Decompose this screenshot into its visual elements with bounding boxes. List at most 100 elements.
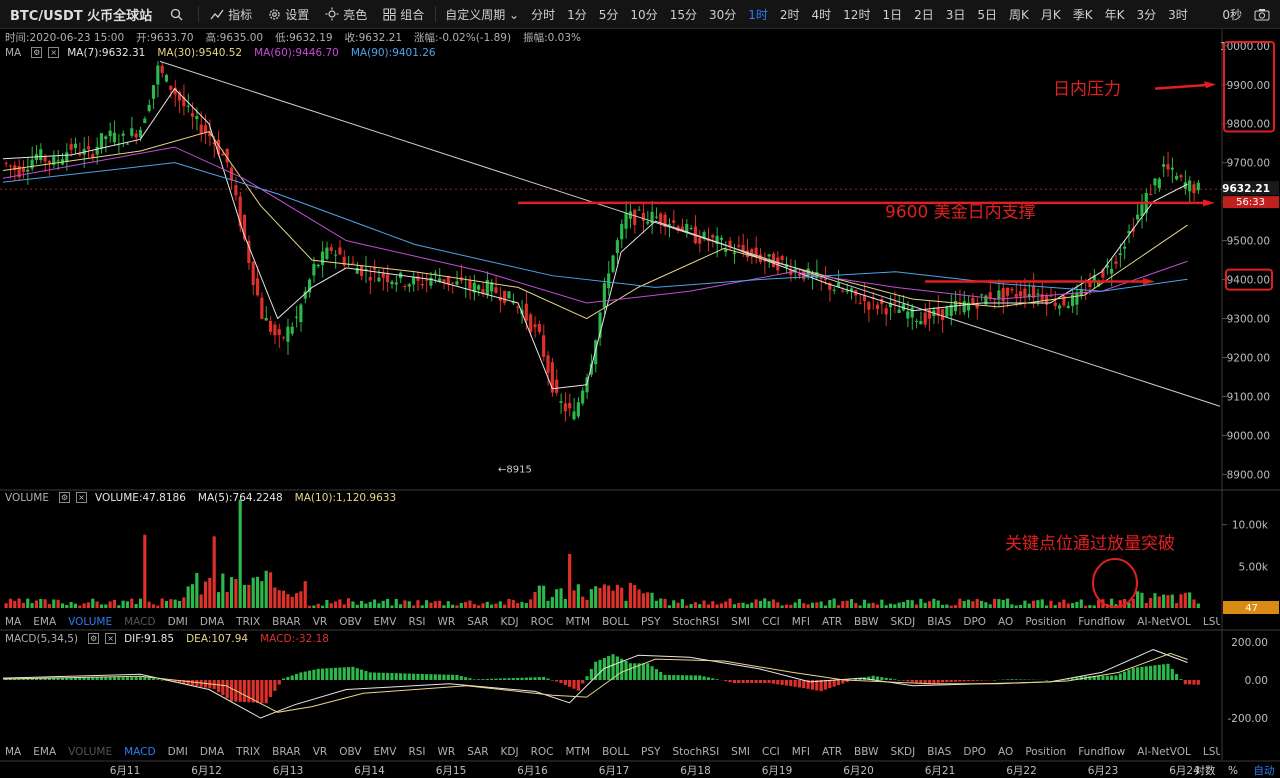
indicator2-tab-volume[interactable]: VOLUME — [68, 745, 113, 758]
indicator-tab-obv[interactable]: OBV — [339, 615, 362, 628]
indicator-tab-atr[interactable]: ATR — [821, 615, 843, 628]
indicator-tab-position[interactable]: Position — [1025, 615, 1067, 628]
indicator2-tab-macd[interactable]: MACD — [124, 745, 156, 758]
indicator2-tab-stochrsi[interactable]: StochRSI — [672, 745, 720, 758]
indicator-tab-mfi[interactable]: MFI — [791, 615, 810, 628]
ma-legend-close-icon[interactable]: × — [48, 47, 60, 58]
indicator-tab-dma[interactable]: DMA — [199, 615, 225, 628]
indicator-tab-bbw[interactable]: BBW — [854, 615, 879, 628]
indicator-tab-dmi[interactable]: DMI — [167, 615, 188, 628]
indicator2-tab-obv[interactable]: OBV — [339, 745, 362, 758]
indicator-tab-kdj[interactable]: KDJ — [500, 615, 519, 628]
indicator2-tab-dmi[interactable]: DMI — [167, 745, 188, 758]
indicator-tab-brar[interactable]: BRAR — [272, 615, 301, 628]
settings-button[interactable]: 设置 — [260, 6, 317, 23]
period-6[interactable]: 30分 — [708, 7, 737, 22]
symbol-title[interactable]: BTC/USDT 火币全球站 — [10, 8, 153, 24]
period-8[interactable]: 2时 — [779, 7, 800, 22]
indicator-tab-sar[interactable]: SAR — [467, 615, 489, 628]
indicator2-tab-position[interactable]: Position — [1025, 745, 1067, 758]
indicator2-tab-bbw[interactable]: BBW — [854, 745, 879, 758]
indicator-tab-bias[interactable]: BIAS — [927, 615, 952, 628]
indicator-tab-macd[interactable]: MACD — [124, 615, 156, 628]
indicator-tab-skdj[interactable]: SKDJ — [890, 615, 916, 628]
volume-legend-gear-icon[interactable]: ⚙ — [58, 492, 70, 503]
indicator2-tab-roc[interactable]: ROC — [530, 745, 554, 758]
camera-icon[interactable] — [1254, 8, 1270, 21]
period-13[interactable]: 3日 — [945, 7, 966, 22]
period-12[interactable]: 2日 — [914, 7, 934, 22]
indicator-tab-boll[interactable]: BOLL — [602, 615, 630, 628]
period-18[interactable]: 年K — [1104, 7, 1125, 22]
indicator-tab-ema[interactable]: EMA — [33, 615, 57, 628]
indicator2-tab-mfi[interactable]: MFI — [791, 745, 810, 758]
indicator2-tab-bias[interactable]: BIAS — [927, 745, 952, 758]
indicator2-tab-smi[interactable]: SMI — [731, 745, 750, 758]
indicator2-tab-fundflow[interactable]: Fundflow — [1078, 745, 1126, 758]
indicator2-tab-kdj[interactable]: KDJ — [500, 745, 519, 758]
period-16[interactable]: 月K — [1040, 7, 1061, 22]
indicator-tab-volume[interactable]: VOLUME — [68, 615, 113, 628]
indicator-tab-stochrsi[interactable]: StochRSI — [672, 615, 720, 628]
indicator2-tab-wr[interactable]: WR — [437, 745, 456, 758]
indicator2-tab-ema[interactable]: EMA — [33, 745, 57, 758]
indicator2-tab-mtm[interactable]: MTM — [565, 745, 591, 758]
macd-legend-gear-icon[interactable]: ⚙ — [88, 633, 100, 644]
indicator2-tab-dpo[interactable]: DPO — [963, 745, 987, 758]
indicator-tab-fundflow[interactable]: Fundflow — [1078, 615, 1126, 628]
indicator-tab-dpo[interactable]: DPO — [963, 615, 987, 628]
period-10[interactable]: 12时 — [843, 7, 871, 22]
indicator2-tab-vr[interactable]: VR — [312, 745, 328, 758]
indicators-button[interactable]: 指标 — [202, 6, 260, 23]
period-14[interactable]: 5日 — [977, 7, 998, 22]
indicator-tab-smi[interactable]: SMI — [731, 615, 750, 628]
indicator-tab-lsur[interactable]: LSUR — [1202, 615, 1220, 628]
indicator2-tab-trix[interactable]: TRIX — [236, 745, 261, 758]
indicator-tab-cci[interactable]: CCI — [762, 615, 780, 628]
indicator-tab-wr[interactable]: WR — [437, 615, 456, 628]
indicator-tab-mtm[interactable]: MTM — [565, 615, 591, 628]
period-3[interactable]: 5分 — [598, 7, 619, 22]
period-2[interactable]: 1分 — [567, 7, 587, 22]
period-4[interactable]: 10分 — [630, 7, 658, 22]
indicator2-tab-ao[interactable]: AO — [998, 745, 1014, 758]
period-20[interactable]: 3时 — [1168, 7, 1188, 22]
indicator2-tab-sar[interactable]: SAR — [467, 745, 489, 758]
indicator-tab-rsi[interactable]: RSI — [408, 615, 426, 628]
indicator-tab-ao[interactable]: AO — [998, 615, 1014, 628]
macd-legend-close-icon[interactable]: × — [105, 633, 117, 644]
indicator-tab-ma[interactable]: MA — [5, 615, 22, 628]
indicator2-tab-atr[interactable]: ATR — [821, 745, 843, 758]
period-5[interactable]: 15分 — [669, 7, 697, 22]
indicator2-tab-ma[interactable]: MA — [5, 745, 22, 758]
indicator2-tab-boll[interactable]: BOLL — [602, 745, 630, 758]
indicator2-tab-emv[interactable]: EMV — [373, 745, 397, 758]
indicator-tab-roc[interactable]: ROC — [530, 615, 554, 628]
indicator-tab-emv[interactable]: EMV — [373, 615, 397, 628]
period-15[interactable]: 周K — [1009, 7, 1029, 22]
layout-button[interactable]: 组合 — [375, 6, 432, 23]
light-theme-button[interactable]: 亮色 — [317, 6, 375, 23]
indicator2-tab-cci[interactable]: CCI — [762, 745, 780, 758]
period-7[interactable]: 1时 — [748, 7, 768, 22]
period-1[interactable]: 分时 — [531, 7, 556, 22]
period-11[interactable]: 1日 — [882, 7, 903, 22]
indicator2-tab-ai-netvol[interactable]: AI-NetVOL — [1137, 745, 1191, 758]
indicator-tab-psy[interactable]: PSY — [641, 615, 661, 628]
indicator2-tab-brar[interactable]: BRAR — [272, 745, 301, 758]
indicator2-tab-lsur[interactable]: LSUR — [1202, 745, 1220, 758]
indicator-tab-trix[interactable]: TRIX — [236, 615, 261, 628]
indicator-tab-ai-netvol[interactable]: AI-NetVOL — [1137, 615, 1191, 628]
indicator2-tab-skdj[interactable]: SKDJ — [890, 745, 916, 758]
period-9[interactable]: 4时 — [811, 7, 832, 22]
period-19[interactable]: 3分 — [1136, 7, 1157, 22]
indicator2-tab-psy[interactable]: PSY — [641, 745, 661, 758]
search-button[interactable] — [162, 8, 195, 21]
period-17[interactable]: 季K — [1072, 7, 1093, 22]
indicator2-tab-dma[interactable]: DMA — [199, 745, 225, 758]
ma-legend-gear-icon[interactable]: ⚙ — [31, 47, 43, 58]
indicator-tab-vr[interactable]: VR — [312, 615, 328, 628]
period-0[interactable]: 自定义周期 ⌄ — [445, 7, 520, 22]
indicator2-tab-rsi[interactable]: RSI — [408, 745, 426, 758]
volume-legend-close-icon[interactable]: × — [75, 492, 87, 503]
